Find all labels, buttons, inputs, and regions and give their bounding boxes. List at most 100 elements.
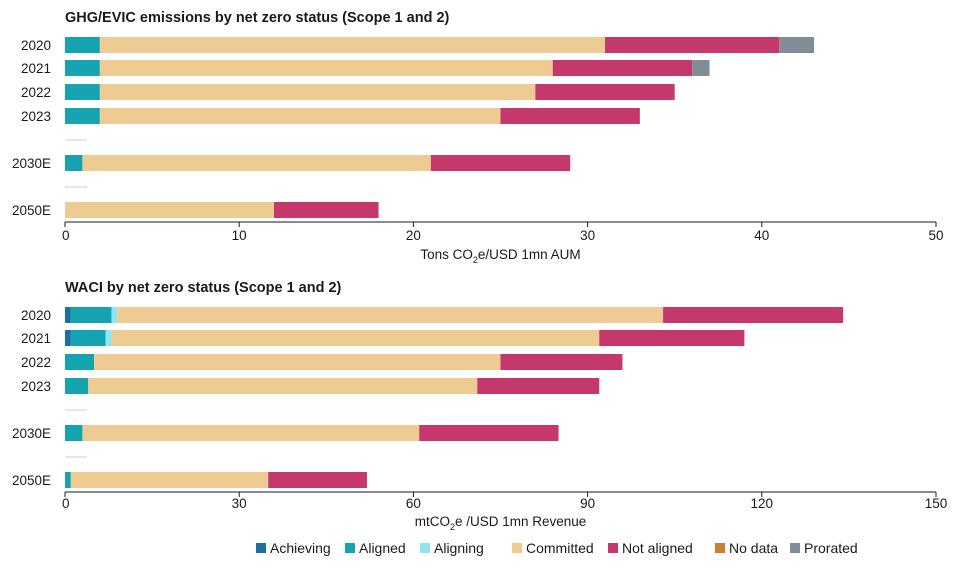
legend-item-no-data: No data (715, 540, 778, 556)
bar-segment-committed (99, 108, 501, 124)
x-axis-label-main: Tons CO (420, 247, 473, 262)
bar-segment-aligned (65, 37, 100, 53)
bar-segment-aligning (111, 307, 118, 323)
bar-segment-committed (65, 202, 275, 218)
bar-segment-aligned (70, 330, 106, 346)
bar-segment-not-aligned (274, 202, 379, 218)
x-tick-label: 0 (62, 496, 70, 511)
y-tick-label: 2023 (21, 109, 51, 124)
legend-swatch (790, 543, 800, 553)
bar-segment-prorated (692, 60, 710, 76)
x-tick-label: 10 (232, 228, 247, 243)
x-tick-label: 150 (925, 496, 948, 511)
bar-segment-aligned (65, 378, 89, 394)
legend-label: Aligning (434, 540, 484, 556)
bar-segment-not-aligned (535, 84, 675, 100)
bar-segment-committed (99, 84, 536, 100)
bar-segment-aligned (65, 354, 95, 370)
bar-segment-not-aligned (500, 354, 623, 370)
x-axis-label-main: mtCO (415, 514, 450, 529)
x-tick-label: 40 (754, 228, 769, 243)
x-tick-label: 60 (406, 496, 421, 511)
legend-item-prorated: Prorated (790, 540, 858, 556)
bar-segment-aligned (65, 155, 83, 171)
legend-item-committed: Committed (512, 540, 594, 556)
bar-segment-aligning (105, 330, 112, 346)
legend-label: Aligned (359, 540, 406, 556)
y-tick-label: 2050E (12, 203, 51, 218)
legend-label: Committed (526, 540, 594, 556)
legend-label: Achieving (270, 540, 331, 556)
x-axis-label-subscript: 2 (473, 255, 478, 265)
legend-label: No data (729, 540, 778, 556)
y-tick-label: 2021 (21, 331, 51, 346)
bar-segment-committed (88, 378, 478, 394)
bar-segment-committed (99, 60, 553, 76)
chart-panel-1: GHG/EVIC emissions by net zero status (S… (12, 10, 944, 265)
legend-swatch (256, 543, 266, 553)
legend-swatch (420, 543, 430, 553)
bar-segment-committed (117, 307, 664, 323)
bar-segment-aligned (70, 307, 112, 323)
x-axis-label-rest: e /USD 1mn Revenue (455, 514, 586, 529)
x-axis-label-subscript: 2 (450, 522, 455, 532)
x-tick-label: 20 (406, 228, 421, 243)
bar-segment-committed (94, 354, 501, 370)
legend-item-not-aligned: Not aligned (608, 540, 693, 556)
bar-segment-not-aligned (605, 37, 780, 53)
x-tick-label: 0 (62, 228, 70, 243)
bar-segment-not-aligned (268, 472, 367, 488)
x-tick-label: 50 (928, 228, 943, 243)
bar-segment-aligned (65, 108, 100, 124)
bar-segment-committed (82, 155, 431, 171)
legend-swatch (512, 543, 522, 553)
legend-item-aligned: Aligned (345, 540, 406, 556)
bar-segment-committed (111, 330, 600, 346)
chart-panel-2: WACI by net zero status (Scope 1 and 2) 2… (12, 280, 947, 532)
x-tick-label: 30 (232, 496, 247, 511)
chart-title: WACI by net zero status (Scope 1 and 2) (65, 280, 342, 296)
y-tick-label: 2023 (21, 379, 51, 394)
bar-segment-committed (99, 37, 606, 53)
bar-segment-not-aligned (430, 155, 571, 171)
legend-label: Prorated (804, 540, 858, 556)
bar-segment-committed (82, 425, 420, 441)
bar-segment-aligned (65, 425, 83, 441)
bar-segment-committed (70, 472, 269, 488)
y-tick-label: 2030E (12, 426, 51, 441)
bar-segment-aligned (65, 472, 71, 488)
y-tick-label: 2022 (21, 85, 51, 100)
legend-swatch (715, 543, 725, 553)
bar-segment-achieving (65, 330, 71, 346)
bar-segment-not-aligned (599, 330, 745, 346)
y-tick-label: 2021 (21, 61, 51, 76)
y-tick-label: 2020 (21, 308, 51, 323)
legend: Achieving Aligned Aligning Committed Not ali… (256, 540, 858, 556)
legend-item-achieving: Achieving (256, 540, 331, 556)
bar-segment-not-aligned (663, 307, 844, 323)
bar-segment-not-aligned (552, 60, 693, 76)
y-tick-label: 2030E (12, 156, 51, 171)
y-tick-label: 2050E (12, 473, 51, 488)
bar-segment-aligned (65, 60, 100, 76)
bar-segment-prorated (779, 37, 815, 53)
bar-segment-not-aligned (477, 378, 600, 394)
bar-segment-achieving (65, 307, 71, 323)
legend-swatch (345, 543, 355, 553)
y-tick-label: 2020 (21, 38, 51, 53)
legend-item-aligning: Aligning (420, 540, 484, 556)
x-axis-label-rest: e/USD 1mn AUM (478, 247, 581, 262)
bar-segment-not-aligned (419, 425, 559, 441)
legend-swatch (608, 543, 618, 553)
bar-segment-not-aligned (500, 108, 640, 124)
bar-segment-aligned (65, 84, 100, 100)
x-axis-label: Tons CO2e/USD 1mn AUM (420, 247, 580, 265)
x-tick-label: 90 (580, 496, 595, 511)
chart-title: GHG/EVIC emissions by net zero status (S… (65, 10, 450, 26)
y-tick-label: 2022 (21, 355, 51, 370)
x-tick-label: 30 (580, 228, 595, 243)
x-tick-label: 120 (751, 496, 774, 511)
legend-label: Not aligned (622, 540, 693, 556)
